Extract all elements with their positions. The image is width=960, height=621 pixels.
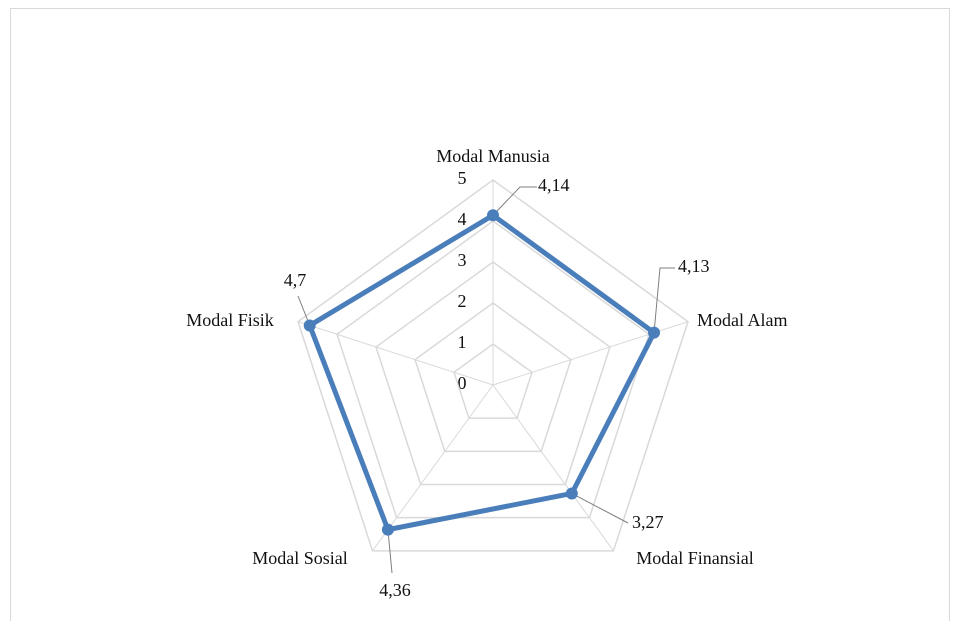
category-label: Modal Fisik xyxy=(186,310,274,330)
data-label: 4,7 xyxy=(284,270,307,290)
grid-ring xyxy=(336,220,650,519)
leader-line xyxy=(387,529,393,574)
data-point xyxy=(565,487,578,500)
spoke xyxy=(297,321,494,386)
series-line xyxy=(307,212,657,533)
tick-label: 5 xyxy=(458,168,467,188)
category-label: Modal Sosial xyxy=(252,548,348,568)
grid-ring xyxy=(375,261,611,486)
category-label: Modal Manusia xyxy=(436,146,549,166)
tick-label: 1 xyxy=(458,332,467,352)
data-point xyxy=(487,209,499,222)
tick-label: 3 xyxy=(458,250,467,270)
data-label: 3,27 xyxy=(632,512,664,532)
spoke xyxy=(372,384,494,552)
category-label: Modal Finansial xyxy=(636,548,754,568)
data-point xyxy=(381,523,394,536)
category-label: Modal Alam xyxy=(697,310,788,330)
leader-line xyxy=(571,493,629,524)
grid-ring xyxy=(453,343,533,419)
tick-label: 2 xyxy=(458,291,467,311)
data-point xyxy=(648,326,661,339)
tick-label: 4 xyxy=(458,209,467,229)
leader-line xyxy=(492,186,537,216)
data-point xyxy=(303,319,316,332)
grid-ring xyxy=(297,179,689,552)
data-label: 4,13 xyxy=(678,256,710,276)
leader-line xyxy=(653,267,675,333)
data-label: 4,36 xyxy=(379,580,411,600)
spoke xyxy=(492,384,614,552)
chart-frame xyxy=(10,8,950,621)
tick-label: 0 xyxy=(458,373,467,393)
data-label: 4,14 xyxy=(538,175,570,195)
grid-ring xyxy=(414,302,572,453)
